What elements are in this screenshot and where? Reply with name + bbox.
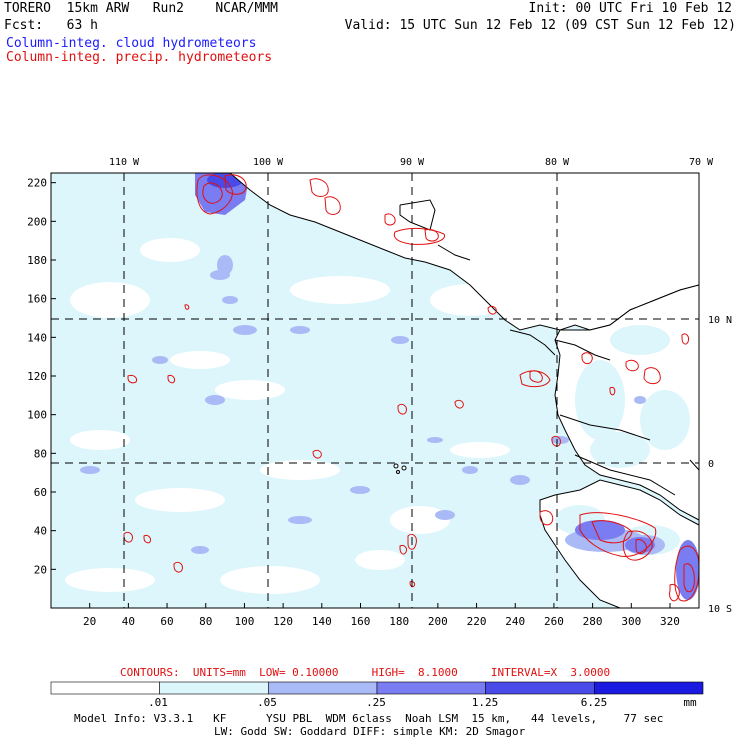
y-tick-label: 180	[27, 254, 47, 267]
lat-labels: 10 N 0 10 S	[708, 315, 732, 615]
colorbar: .01 .05 .25 1.25 6.25 mm	[50, 681, 704, 709]
islands	[393, 463, 407, 474]
colorbar-label: 6.25	[581, 696, 608, 709]
x-tick-label: 160	[351, 615, 371, 628]
colorbar-label: 1.25	[472, 696, 499, 709]
colorbar-swatch	[376, 681, 486, 695]
lon-labels: 110 W 100 W 90 W 80 W 70 W	[109, 157, 714, 168]
land-cloud-heavy	[575, 520, 699, 600]
lat-label: 0	[708, 459, 714, 470]
x-tick-label: 140	[312, 615, 332, 628]
legend-cloud: Column-integ. cloud hydrometeors	[6, 36, 257, 51]
lat-label: 10 N	[708, 315, 732, 326]
x-tick-label: 320	[660, 615, 680, 628]
x-tick-label: 220	[467, 615, 487, 628]
x-tick-label: 60	[160, 615, 173, 628]
y-tick-label: 220	[27, 177, 47, 190]
y-tick-label: 200	[27, 215, 47, 228]
colorbar-labels: .01 .05 .25 1.25 6.25 mm	[148, 696, 697, 709]
x-tick-label: 200	[428, 615, 448, 628]
x-tick-label: 20	[83, 615, 96, 628]
valid-time: Valid: 15 UTC Sun 12 Feb 12 (09 CST Sun …	[344, 18, 736, 33]
y-tick-label: 40	[34, 525, 47, 538]
x-tick-label: 180	[389, 615, 409, 628]
colorbar-swatch	[485, 681, 595, 695]
init-time: Init: 00 UTC Fri 10 Feb 12	[528, 1, 733, 16]
colorbar-swatch	[594, 681, 704, 695]
map-field	[51, 173, 699, 608]
x-tick-label: 120	[273, 615, 293, 628]
legend-precip: Column-integ. precip. hydrometeors	[6, 50, 273, 65]
y-tick-label: 80	[34, 447, 47, 460]
lat-label: 10 S	[708, 604, 732, 615]
colorbar-unit: mm	[683, 696, 697, 709]
y-tick-label: 140	[27, 331, 47, 344]
y-tick-label: 100	[27, 409, 47, 422]
lon-label: 90 W	[400, 157, 425, 168]
lat-lon-grid	[51, 173, 699, 608]
contour-info: CONTOURS: UNITS=mm LOW= 0.10000 HIGH= 8.…	[120, 666, 611, 679]
model-info-line2: LW: Godd SW: Goddard DIFF: simple KM: 2D…	[214, 725, 526, 738]
map-frame	[50, 172, 700, 609]
colorbar-swatch	[159, 681, 269, 695]
x-tick-label: 260	[544, 615, 564, 628]
colorbar-swatch	[50, 681, 160, 695]
x-tick-label: 40	[122, 615, 135, 628]
colorbar-label: .05	[257, 696, 277, 709]
precip-contours	[123, 174, 699, 602]
y-tick-label: 20	[34, 563, 47, 576]
x-axis-ticks: 20 40 60 80 100 120 140 160 180 200 220 240 260 280 30…	[83, 603, 680, 628]
y-tick-label: 120	[27, 370, 47, 383]
forecast-hour: Fcst: 63 h	[4, 18, 98, 33]
x-tick-label: 80	[199, 615, 212, 628]
x-tick-label: 100	[234, 615, 254, 628]
lon-label: 70 W	[689, 157, 714, 168]
x-tick-label: 240	[505, 615, 525, 628]
y-tick-label: 60	[34, 486, 47, 499]
y-tick-label: 160	[27, 293, 47, 306]
run-title: TORERO 15km ARW Run2 NCAR/MMM	[4, 1, 278, 16]
lon-label: 80 W	[545, 157, 570, 168]
lon-label: 110 W	[109, 157, 140, 168]
x-tick-label: 300	[621, 615, 641, 628]
lon-label: 100 W	[253, 157, 284, 168]
colorbar-label: .25	[366, 696, 386, 709]
colorbar-swatch	[268, 681, 378, 695]
model-info-line1: Model Info: V3.3.1 KF YSU PBL WDM 6class…	[74, 712, 664, 725]
colorbar-label: .01	[148, 696, 168, 709]
y-axis-ticks: 220 200 180 160 140 120 100 80 60 40 20	[27, 177, 56, 576]
x-tick-label: 280	[583, 615, 603, 628]
